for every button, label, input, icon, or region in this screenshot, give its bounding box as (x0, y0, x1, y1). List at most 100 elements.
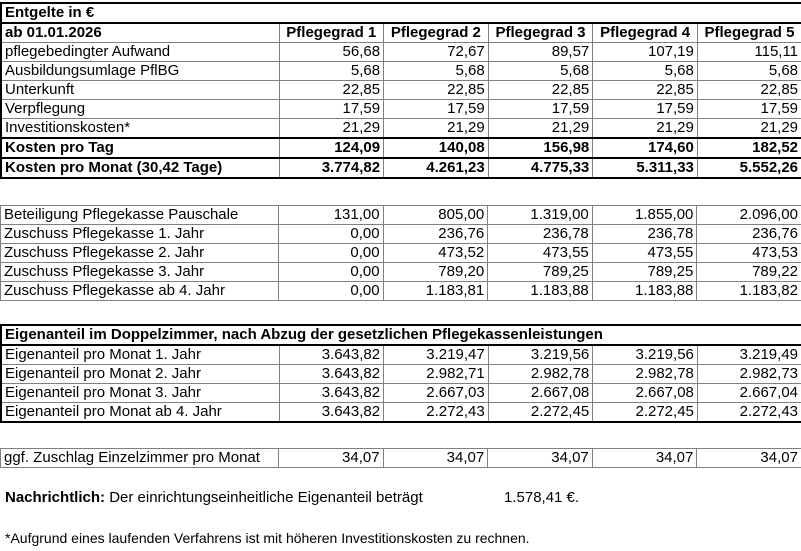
row-label: Zuschuss Pflegekasse 2. Jahr (0, 243, 279, 263)
cell-value: 21,29 (278, 118, 385, 139)
cell-value: 236,76 (382, 224, 489, 244)
cell-value: 2.982,73 (696, 364, 801, 384)
cell-value: 3.643,82 (278, 402, 385, 423)
cell-value: 473,52 (382, 243, 489, 263)
cell-value: 2.272,43 (383, 402, 489, 423)
cell-value: 4.261,23 (383, 157, 489, 179)
cell-value: 2.667,03 (383, 383, 489, 403)
cell-value: 34,07 (382, 448, 489, 468)
cell-value: 5,68 (487, 61, 594, 81)
table-row: Eigenanteil pro Monat 3. Jahr 3.643,82 2.6… (0, 383, 801, 403)
cell-value: 34,07 (591, 448, 698, 468)
cell-value: 2.096,00 (696, 205, 801, 225)
cell-value: 21,29 (383, 118, 489, 139)
table-title: Entgelte in € (0, 2, 801, 24)
table-row: Zuschuss Pflegekasse ab 4. Jahr 0,00 1.183… (0, 281, 801, 301)
cell-value: 4.775,33 (487, 157, 594, 179)
grade-header: Pflegegrad 3 (487, 22, 594, 43)
own-share-heading: Eigenanteil im Doppelzimmer, nach Abzug … (0, 324, 801, 346)
row-label: Eigenanteil pro Monat 1. Jahr (0, 344, 280, 365)
row-label: Ausbildungsumlage PflBG (0, 61, 280, 81)
cell-value: 21,29 (592, 118, 698, 139)
row-label: Zuschuss Pflegekasse ab 4. Jahr (0, 281, 279, 301)
cell-value: 3.774,82 (278, 157, 385, 179)
cell-value: 789,25 (487, 262, 593, 282)
row-label: Eigenanteil pro Monat ab 4. Jahr (0, 402, 280, 423)
single-room-table: ggf. Zuschlag Einzelzimmer pro Monat 34,… (0, 448, 801, 468)
cost-per-month-row: Kosten pro Monat (30,42 Tage) 3.774,82 4… (0, 157, 801, 179)
cell-value: 115,11 (696, 42, 801, 62)
cell-value: 34,07 (487, 448, 593, 468)
cell-value: 34,07 (278, 448, 384, 468)
cell-value: 1.183,81 (382, 281, 489, 301)
grade-header: Pflegegrad 2 (383, 22, 489, 43)
cell-value: 236,78 (591, 224, 698, 244)
cell-value: 3.219,56 (487, 344, 594, 365)
table-row: Eigenanteil pro Monat 2. Jahr 3.643,82 2.9… (0, 364, 801, 384)
insurance-table: Beteiligung Pflegekasse Pauschale 131,00 8… (0, 205, 801, 301)
row-label: ggf. Zuschlag Einzelzimmer pro Monat (0, 448, 279, 468)
cell-value: 2.667,08 (592, 383, 698, 403)
title-row: Entgelte in € (0, 2, 801, 24)
row-label: Verpflegung (0, 99, 280, 119)
cell-value: 5,68 (592, 61, 698, 81)
date-label: ab 01.01.2026 (0, 22, 280, 43)
row-label: Zuschuss Pflegekasse 3. Jahr (0, 262, 279, 282)
cell-value: 0,00 (278, 281, 384, 301)
cell-value: 156,98 (487, 137, 594, 159)
cell-value: 789,25 (591, 262, 698, 282)
row-label: Investitionskosten* (0, 118, 280, 139)
table-row: Investitionskosten* 21,29 21,29 21,29 21,29 2… (0, 118, 801, 139)
cell-value: 3.643,82 (278, 364, 385, 384)
cell-value: 2.982,78 (592, 364, 698, 384)
cell-value: 2.982,71 (383, 364, 489, 384)
cell-value: 34,07 (696, 448, 801, 468)
header-row: ab 01.01.2026 Pflegegrad 1 Pflegegrad 2 … (0, 22, 801, 43)
row-label: Unterkunft (0, 80, 280, 100)
cell-value: 5,68 (278, 61, 385, 81)
cell-value: 473,55 (487, 243, 593, 263)
table-row: Eigenanteil pro Monat ab 4. Jahr 3.643,82… (0, 402, 801, 423)
grade-header: Pflegegrad 4 (592, 22, 698, 43)
cell-value: 1.183,88 (487, 281, 593, 301)
cell-value: 22,85 (383, 80, 489, 100)
cell-value: 2.982,78 (487, 364, 594, 384)
cell-value: 17,59 (696, 99, 801, 119)
note-line: Nachrichtlich: Der einrichtungseinheitli… (5, 489, 423, 506)
cell-value: 0,00 (278, 262, 384, 282)
cell-value: 789,22 (696, 262, 801, 282)
cell-value: 140,08 (383, 137, 489, 159)
cell-value: 236,76 (696, 224, 801, 244)
row-label: Zuschuss Pflegekasse 1. Jahr (0, 224, 279, 244)
cell-value: 1.855,00 (591, 205, 698, 225)
note-text: Der einrichtungseinheitliche Eigenanteil… (109, 489, 423, 506)
cell-value: 3.219,47 (383, 344, 489, 365)
cell-value: 124,09 (278, 137, 385, 159)
table-row: pflegebedingter Aufwand 56,68 72,67 89,57 10… (0, 42, 801, 62)
cell-value: 56,68 (278, 42, 385, 62)
table-row: Unterkunft 22,85 22,85 22,85 22,85 22,85 (0, 80, 801, 100)
cell-value: 5,68 (696, 61, 801, 81)
cell-value: 1.319,00 (487, 205, 593, 225)
grade-header: Pflegegrad 5 (696, 22, 801, 43)
cell-value: 17,59 (592, 99, 698, 119)
cell-value: 22,85 (696, 80, 801, 100)
table-row: Zuschuss Pflegekasse 3. Jahr 0,00 789,20 78… (0, 262, 801, 282)
cell-value: 22,85 (487, 80, 594, 100)
cell-value: 2.272,45 (592, 402, 698, 423)
cell-value: 473,53 (696, 243, 801, 263)
cell-value: 5,68 (383, 61, 489, 81)
table-row: Zuschuss Pflegekasse 2. Jahr 0,00 473,52 47… (0, 243, 801, 263)
cell-value: 2.272,43 (696, 402, 801, 423)
cell-value: 805,00 (382, 205, 489, 225)
table-row: Ausbildungsumlage PflBG 5,68 5,68 5,68 5,68 5… (0, 61, 801, 81)
row-label: Kosten pro Tag (0, 137, 280, 159)
cell-value: 22,85 (278, 80, 385, 100)
cell-value: 3.219,49 (696, 344, 801, 365)
own-share-heading-row: Eigenanteil im Doppelzimmer, nach Abzug … (0, 324, 801, 346)
cell-value: 789,20 (382, 262, 489, 282)
cell-value: 22,85 (592, 80, 698, 100)
cell-value: 17,59 (487, 99, 594, 119)
table-row: Beteiligung Pflegekasse Pauschale 131,00 8… (0, 205, 801, 225)
cost-per-day-row: Kosten pro Tag 124,09 140,08 156,98 174,… (0, 137, 801, 159)
